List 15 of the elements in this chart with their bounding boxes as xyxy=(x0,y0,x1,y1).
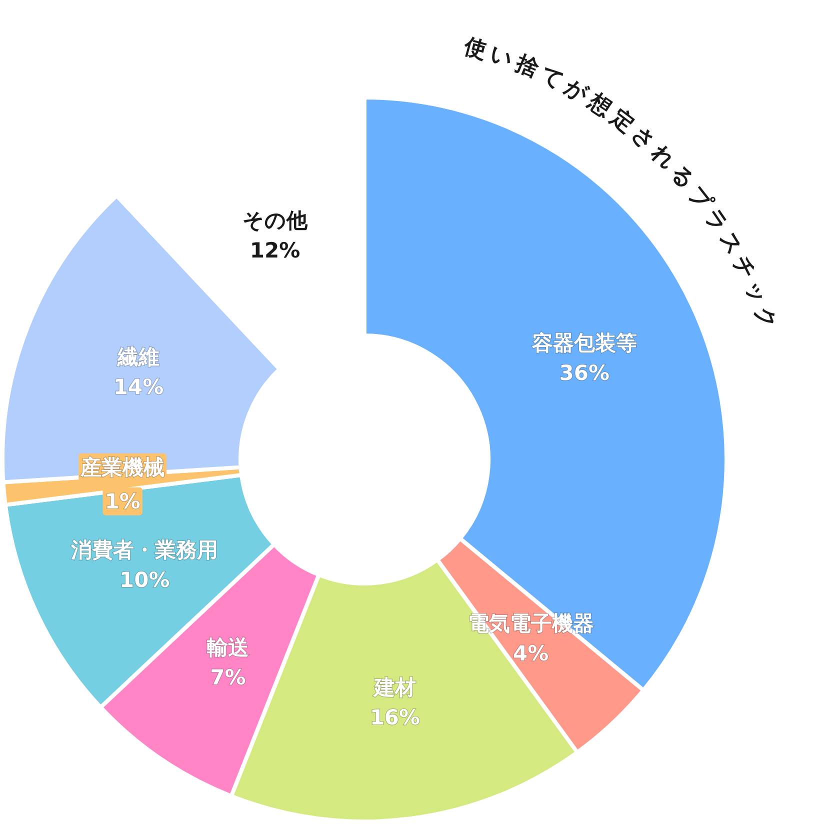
slice-label: その他 xyxy=(242,208,309,233)
data-label: 16% xyxy=(370,706,420,730)
slice-label: 繊維 xyxy=(116,345,160,370)
slice-label: 消費者・業務用 xyxy=(70,538,218,562)
data-label: 4% xyxy=(513,642,549,666)
slice-label: 産業機械 xyxy=(80,455,165,480)
slice-label: 建材 xyxy=(372,676,416,700)
data-label: 12% xyxy=(250,238,300,263)
data-label: 36% xyxy=(559,361,610,386)
slice-label: 容器包装等 xyxy=(530,331,637,356)
data-label: 1% xyxy=(104,489,140,514)
data-label: 7% xyxy=(210,665,246,690)
data-label: 10% xyxy=(119,568,170,592)
slice-label: 輸送 xyxy=(206,635,249,660)
data-label: 14% xyxy=(113,375,164,400)
